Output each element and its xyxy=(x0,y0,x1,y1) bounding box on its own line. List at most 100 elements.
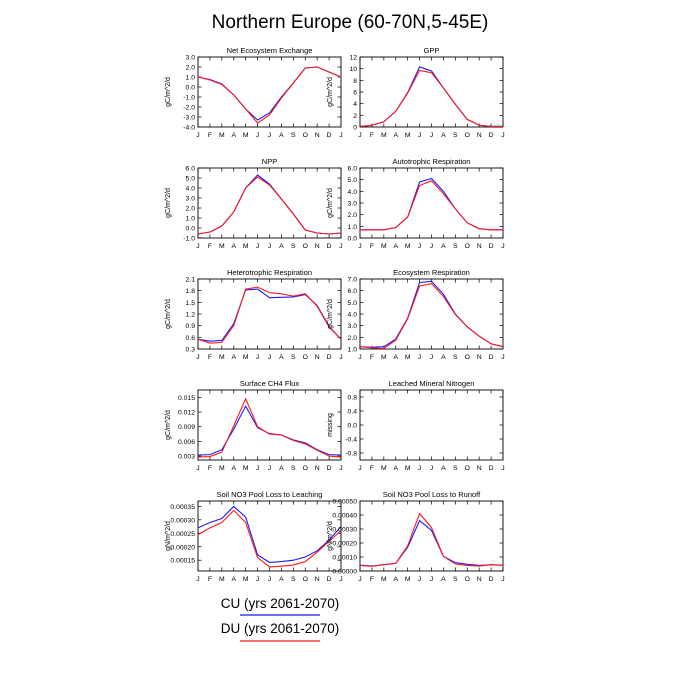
y-tick-label: 0.00015 xyxy=(170,558,195,565)
y-axis-label: gC/m^2/d xyxy=(327,188,334,218)
x-tick-label: M xyxy=(219,576,225,583)
figure-title: Northern Europe (60-70N,5-45E) xyxy=(212,12,489,33)
x-tick-label: D xyxy=(327,243,332,250)
legend-label-cu: CU (yrs 2061-2070) xyxy=(221,596,340,611)
x-tick-label: J xyxy=(430,354,433,361)
x-tick-label: M xyxy=(405,576,411,583)
x-tick-label: S xyxy=(291,243,296,250)
y-tick-label: -0.4 xyxy=(345,437,357,444)
x-tick-label: M xyxy=(243,465,249,472)
x-tick-label: A xyxy=(441,243,446,250)
x-tick-label: O xyxy=(303,243,308,250)
y-tick-label: 6.0 xyxy=(348,166,358,173)
x-tick-label: M xyxy=(243,243,249,250)
x-tick-label: J xyxy=(256,132,259,139)
y-tick-label: 12 xyxy=(349,55,357,62)
y-tick-label: 0.6 xyxy=(186,335,196,342)
x-tick-label: J xyxy=(501,465,504,472)
x-tick-label: A xyxy=(393,132,398,139)
x-tick-label: D xyxy=(327,576,332,583)
x-tick-label: D xyxy=(489,465,494,472)
y-tick-label: 8 xyxy=(353,78,357,85)
x-tick-label: O xyxy=(465,465,470,472)
x-tick-label: D xyxy=(327,354,332,361)
x-tick-label: F xyxy=(208,354,212,361)
x-tick-label: M xyxy=(243,576,249,583)
y-tick-label: 0.4 xyxy=(348,409,358,416)
x-tick-label: J xyxy=(268,354,271,361)
x-tick-label: J xyxy=(430,576,433,583)
x-tick-label: D xyxy=(327,132,332,139)
panel-title: Net Ecosystem Exchange xyxy=(227,46,313,55)
y-tick-label: 0.00000 xyxy=(332,569,357,576)
y-tick-label: 1.0 xyxy=(348,224,358,231)
x-tick-label: N xyxy=(477,243,482,250)
y-tick-label: 6.0 xyxy=(186,166,196,173)
x-tick-label: M xyxy=(381,243,387,250)
x-tick-label: M xyxy=(243,132,249,139)
x-tick-label: A xyxy=(231,465,236,472)
y-tick-label: 4.0 xyxy=(348,189,358,196)
y-tick-label: 5.0 xyxy=(186,176,196,183)
x-tick-label: A xyxy=(279,243,284,250)
y-tick-label: 2.0 xyxy=(186,65,196,72)
y-tick-label: 0.0 xyxy=(348,236,358,243)
y-tick-label: 3.0 xyxy=(348,201,358,208)
x-tick-label: M xyxy=(219,465,225,472)
x-tick-label: J xyxy=(430,132,433,139)
plot-frame xyxy=(197,500,342,572)
x-tick-label: N xyxy=(477,132,482,139)
y-tick-label: -2.0 xyxy=(183,105,195,112)
series-line-cu xyxy=(197,404,342,456)
x-tick-label: A xyxy=(441,354,446,361)
x-tick-label: A xyxy=(231,243,236,250)
legend: CU (yrs 2061-2070) DU (yrs 2061-2070) xyxy=(221,596,340,642)
x-tick-label: J xyxy=(501,354,504,361)
x-tick-label: S xyxy=(291,576,296,583)
y-tick-label: 3.0 xyxy=(186,55,196,62)
x-tick-label: F xyxy=(208,132,212,139)
panel-title: GPP xyxy=(424,46,440,55)
y-tick-label: 1.0 xyxy=(186,75,196,82)
x-tick-label: O xyxy=(465,576,470,583)
series-line-cu xyxy=(197,174,342,235)
x-tick-label: J xyxy=(418,576,421,583)
x-tick-label: F xyxy=(370,243,374,250)
x-tick-label: J xyxy=(358,243,361,250)
x-tick-label: J xyxy=(268,243,271,250)
series-line-du xyxy=(359,512,504,567)
y-tick-label: 3.0 xyxy=(348,323,358,330)
y-tick-label: 0.00050 xyxy=(332,499,357,506)
y-tick-label: 0.9 xyxy=(186,323,196,330)
series-line-cu xyxy=(360,177,503,231)
x-tick-label: A xyxy=(279,354,284,361)
y-tick-label: 0.00025 xyxy=(170,531,195,538)
y-tick-label: 0.00030 xyxy=(332,527,357,534)
x-tick-label: J xyxy=(358,132,361,139)
x-tick-label: A xyxy=(393,243,398,250)
x-tick-label: N xyxy=(477,465,482,472)
y-tick-label: 1.8 xyxy=(186,288,196,295)
panel-title: Surface CH4 Flux xyxy=(240,379,299,388)
y-tick-label: 0.00030 xyxy=(170,517,195,524)
x-tick-label: F xyxy=(208,576,212,583)
x-tick-label: J xyxy=(358,354,361,361)
y-tick-label: -0.8 xyxy=(345,451,357,458)
x-tick-label: F xyxy=(208,465,212,472)
x-tick-label: D xyxy=(489,132,494,139)
x-tick-label: F xyxy=(208,243,212,250)
y-tick-label: 1.0 xyxy=(186,216,196,223)
x-tick-label: S xyxy=(291,132,296,139)
x-tick-label: A xyxy=(393,576,398,583)
x-tick-label: J xyxy=(268,465,271,472)
y-tick-label: 0.00010 xyxy=(332,555,357,562)
x-tick-label: O xyxy=(303,465,308,472)
x-tick-label: M xyxy=(381,576,387,583)
y-tick-label: 0.006 xyxy=(178,439,195,446)
y-tick-label: 2.0 xyxy=(348,335,358,342)
x-tick-label: J xyxy=(256,354,259,361)
x-tick-label: O xyxy=(465,132,470,139)
x-tick-label: N xyxy=(315,243,320,250)
